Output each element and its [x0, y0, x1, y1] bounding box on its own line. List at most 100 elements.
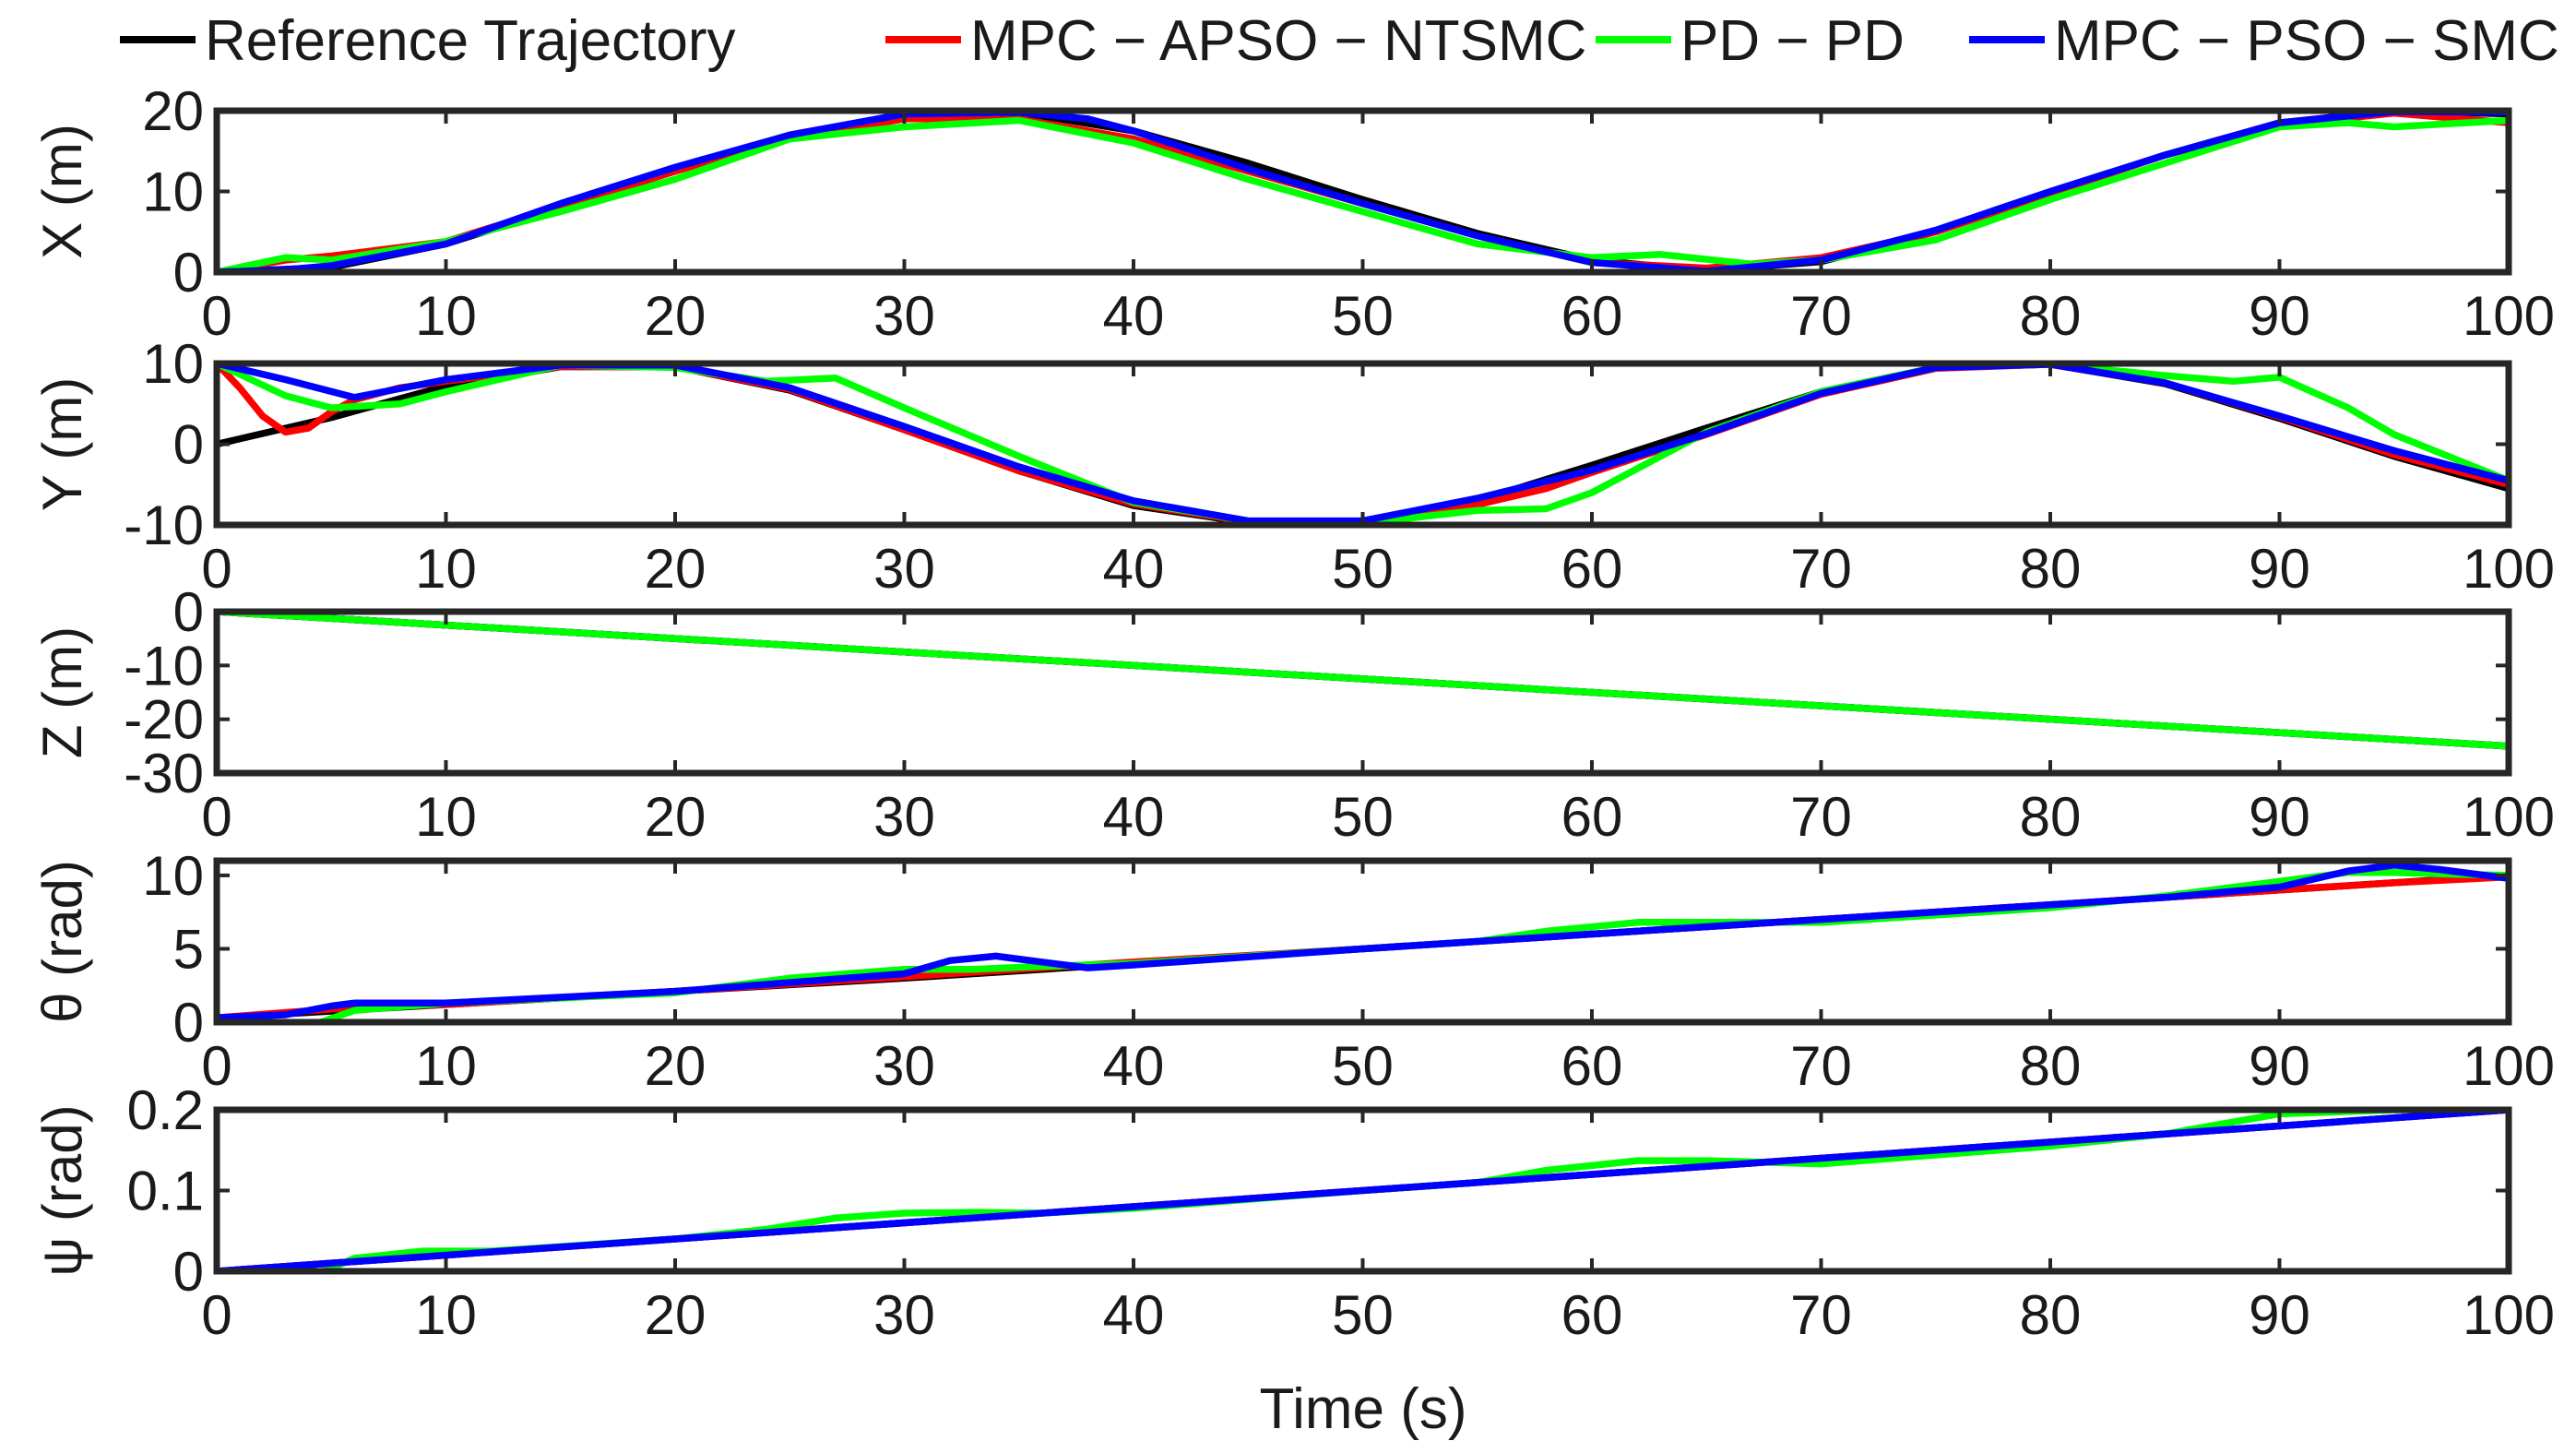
y-tick-label: 10 [142, 333, 204, 395]
x-tick-label: 100 [2463, 786, 2555, 848]
legend: Reference Trajectory MPC − APSO − NTSMC PD… [120, 9, 2559, 73]
x-tick-label: 40 [1103, 538, 1165, 600]
x-tick-label: 0 [201, 538, 231, 600]
y-tick-label: 10 [142, 161, 204, 223]
legend-label: Reference Trajectory [205, 9, 735, 73]
x-tick-label: 20 [645, 1284, 706, 1346]
x-tick-label: 90 [2249, 285, 2310, 347]
x-tick-label: 70 [1790, 1284, 1852, 1346]
x-tick-label: 90 [2249, 1284, 2310, 1346]
x-tick-label: 60 [1561, 285, 1623, 347]
legend-entry: Reference Trajectory [120, 9, 735, 73]
axes-frame [213, 608, 2512, 777]
y-tick-label: 0 [173, 992, 204, 1054]
legend-label: MPC − PSO − SMC [2054, 9, 2559, 73]
x-tick-label: 90 [2249, 786, 2310, 848]
x-tick-label: 20 [645, 538, 706, 600]
x-tick-label: 10 [415, 1035, 477, 1097]
y-axis-label: Z (m) [31, 626, 93, 758]
x-tick-label: 30 [873, 1035, 935, 1097]
y-axis-label: Y (m) [31, 377, 93, 512]
series-line [217, 111, 2509, 272]
plot-area [217, 862, 2509, 1022]
y-tick-label: 0.2 [127, 1079, 204, 1141]
x-tick-label: 0 [201, 1284, 231, 1346]
x-tick-label: 30 [873, 786, 935, 848]
y-axis-label: X (m) [31, 124, 93, 259]
x-tick-label: 0 [201, 285, 231, 347]
series-line [217, 1110, 2509, 1271]
y-tick-label: -30 [124, 743, 204, 804]
x-tick-label: 40 [1103, 786, 1165, 848]
x-axis-label: Time (s) [1260, 1377, 1467, 1441]
x-tick-label: 60 [1561, 538, 1623, 600]
subplot-4: 0 10 20 30 40 50 60 70 80 90 100 0 5 10 θ (rad) [31, 845, 2555, 1097]
x-tick-label: 70 [1790, 1035, 1852, 1097]
y-tick-label: 0 [173, 242, 204, 304]
plot-area [217, 111, 2509, 272]
legend-label: PD − PD [1680, 9, 1905, 73]
x-tick-label: 20 [645, 285, 706, 347]
legend-entry: PD − PD [1596, 9, 1905, 73]
x-tick-label: 30 [873, 285, 935, 347]
y-tick-label: 0 [173, 581, 204, 643]
subplot-1: 0 10 20 30 40 50 60 70 80 90 100 0 10 20 X (m) [31, 80, 2555, 347]
x-tick-label: 100 [2463, 285, 2555, 347]
x-tick-label: 50 [1332, 1035, 1394, 1097]
y-tick-label: 0.1 [127, 1161, 204, 1222]
series-line [217, 363, 2509, 525]
x-tick-label: 50 [1332, 538, 1394, 600]
x-tick-label: 80 [2020, 538, 2082, 600]
x-tick-label: 60 [1561, 786, 1623, 848]
series-line [217, 363, 2509, 525]
y-axis-label: ψ (rad) [31, 1104, 93, 1276]
x-tick-label: 60 [1561, 1035, 1623, 1097]
axes-frame [213, 360, 2512, 529]
x-tick-label: 10 [415, 285, 477, 347]
plot-area [217, 363, 2509, 525]
series-line [217, 363, 2509, 525]
x-tick-label: 40 [1103, 285, 1165, 347]
legend-entry: MPC − PSO − SMC [1969, 9, 2559, 73]
x-tick-label: 90 [2249, 1035, 2310, 1097]
plot-area [217, 612, 2509, 750]
legend-entry: MPC − APSO − NTSMC [885, 9, 1586, 73]
x-tick-label: 50 [1332, 1284, 1394, 1346]
y-tick-label: -10 [124, 494, 204, 556]
x-tick-label: 0 [201, 1035, 231, 1097]
y-tick-label: 0 [173, 1241, 204, 1303]
x-tick-label: 70 [1790, 786, 1852, 848]
series-line [217, 116, 2509, 272]
x-tick-label: 20 [645, 1035, 706, 1097]
x-tick-label: 80 [2020, 1035, 2082, 1097]
x-tick-label: 50 [1332, 786, 1394, 848]
x-tick-label: 90 [2249, 538, 2310, 600]
series-line [217, 862, 2509, 1021]
y-tick-label: 10 [142, 845, 204, 907]
x-tick-label: 80 [2020, 786, 2082, 848]
x-tick-label: 40 [1103, 1035, 1165, 1097]
x-tick-label: 70 [1790, 538, 1852, 600]
y-tick-label: 0 [173, 414, 204, 476]
x-tick-label: 100 [2463, 1035, 2555, 1097]
series-line [217, 111, 2509, 272]
x-tick-label: 70 [1790, 285, 1852, 347]
y-tick-label: 5 [173, 918, 204, 980]
x-tick-label: 30 [873, 1284, 935, 1346]
axes-frame [213, 107, 2512, 276]
y-tick-label: 20 [142, 80, 204, 142]
legend-label: MPC − APSO − NTSMC [970, 9, 1586, 73]
x-tick-label: 100 [2463, 538, 2555, 600]
x-tick-label: 10 [415, 538, 477, 600]
x-tick-label: 100 [2463, 1284, 2555, 1346]
x-tick-label: 20 [645, 786, 706, 848]
x-tick-label: 30 [873, 538, 935, 600]
x-tick-label: 0 [201, 786, 231, 848]
x-tick-label: 80 [2020, 1284, 2082, 1346]
x-tick-label: 10 [415, 1284, 477, 1346]
subplot-5: 0 10 20 30 40 50 60 70 80 90 100 0 0.1 0.2 ψ (rad) [31, 1079, 2555, 1346]
series-line [217, 111, 2509, 272]
